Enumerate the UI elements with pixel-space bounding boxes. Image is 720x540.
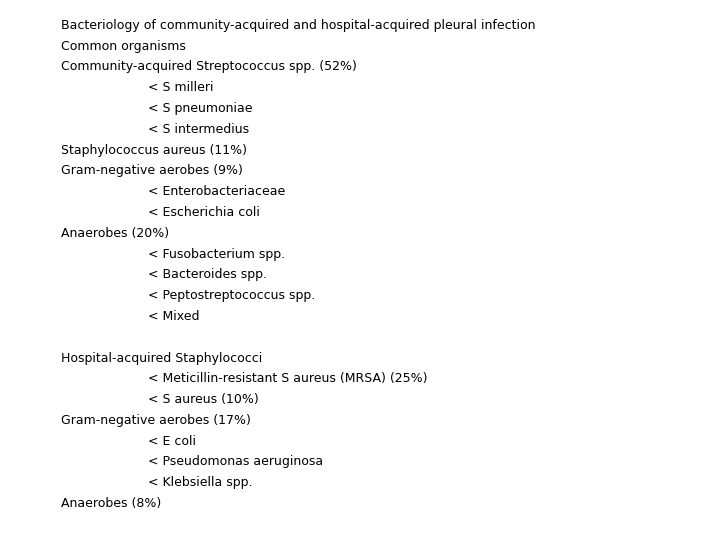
Text: < Enterobacteriaceae: < Enterobacteriaceae: [148, 185, 285, 198]
Text: < S aureus (10%): < S aureus (10%): [148, 393, 258, 406]
Text: < Fusobacterium spp.: < Fusobacterium spp.: [148, 247, 284, 261]
Text: Gram-negative aerobes (17%): Gram-negative aerobes (17%): [61, 414, 251, 427]
Text: Gram-negative aerobes (9%): Gram-negative aerobes (9%): [61, 164, 243, 178]
Text: < Mixed: < Mixed: [148, 310, 199, 323]
Text: Anaerobes (8%): Anaerobes (8%): [61, 497, 161, 510]
Text: < Pseudomonas aeruginosa: < Pseudomonas aeruginosa: [148, 455, 323, 469]
Text: Hospital-acquired Staphylococci: Hospital-acquired Staphylococci: [61, 352, 263, 365]
Text: Community-acquired Streptococcus spp. (52%): Community-acquired Streptococcus spp. (5…: [61, 60, 357, 73]
Text: Bacteriology of community-acquired and hospital-acquired pleural infection: Bacteriology of community-acquired and h…: [61, 19, 536, 32]
Text: Common organisms: Common organisms: [61, 40, 186, 53]
Text: < Bacteroides spp.: < Bacteroides spp.: [148, 268, 266, 281]
Text: < Peptostreptococcus spp.: < Peptostreptococcus spp.: [148, 289, 315, 302]
Text: < Meticillin-resistant S aureus (MRSA) (25%): < Meticillin-resistant S aureus (MRSA) (…: [148, 372, 427, 386]
Text: < Klebsiella spp.: < Klebsiella spp.: [148, 476, 252, 489]
Text: Staphylococcus aureus (11%): Staphylococcus aureus (11%): [61, 144, 247, 157]
Text: < S milleri: < S milleri: [148, 81, 213, 94]
Text: Anaerobes (20%): Anaerobes (20%): [61, 227, 169, 240]
Text: < S pneumoniae: < S pneumoniae: [148, 102, 252, 115]
Text: < Escherichia coli: < Escherichia coli: [148, 206, 259, 219]
Text: < E coli: < E coli: [148, 435, 196, 448]
Text: < S intermedius: < S intermedius: [148, 123, 248, 136]
